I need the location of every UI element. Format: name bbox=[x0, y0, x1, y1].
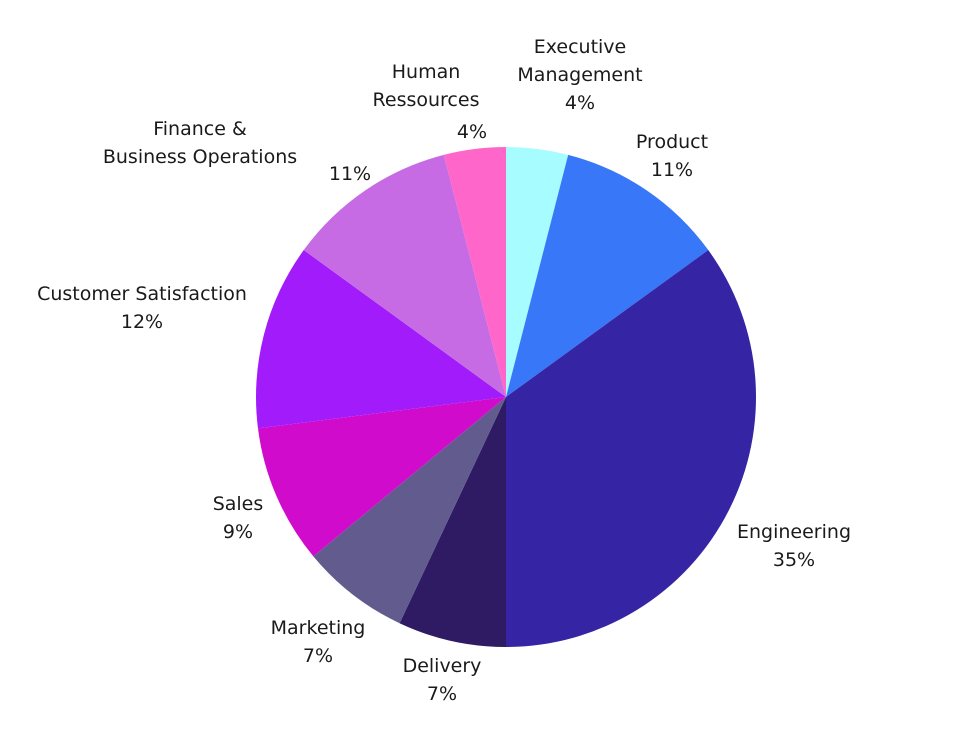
pie-slice bbox=[303, 154, 506, 397]
slice-percent-label: 9% bbox=[223, 521, 253, 543]
pie-slice bbox=[506, 154, 709, 397]
slice-label: Marketing bbox=[271, 617, 366, 639]
pie-slice bbox=[443, 147, 506, 397]
slice-percent-label: 4% bbox=[565, 92, 595, 114]
slice-label-group: Marketing 7% bbox=[271, 617, 366, 667]
slice-label: Management bbox=[517, 64, 642, 86]
slice-percent-label: 4% bbox=[457, 121, 487, 143]
slice-label: Sales bbox=[213, 493, 264, 515]
slice-label: Product bbox=[636, 131, 708, 153]
slice-percent-label: 7% bbox=[427, 683, 457, 705]
slice-percent-label: 12% bbox=[121, 311, 163, 333]
slice-percent-label: 7% bbox=[303, 645, 333, 667]
labels-layer: Executive Management 4% Product 11% Engineeri… bbox=[37, 36, 851, 705]
pie-slice bbox=[255, 250, 506, 429]
slice-label: Business Operations bbox=[103, 146, 297, 168]
pie-slice bbox=[313, 397, 506, 624]
slice-label-group: Engineering 35% bbox=[737, 521, 851, 571]
slice-label: Human bbox=[392, 61, 461, 83]
slice-label-group: Human Ressources 4% bbox=[373, 61, 488, 143]
pie-slice bbox=[257, 397, 506, 557]
slice-label: Delivery bbox=[403, 655, 482, 677]
slice-percent-label: 11% bbox=[651, 159, 693, 181]
slice-label-group: Sales 9% bbox=[213, 493, 264, 543]
slice-label: Engineering bbox=[737, 521, 851, 543]
slice-label-group: Product 11% bbox=[636, 131, 708, 181]
pie-slice bbox=[399, 397, 506, 647]
pie-slice bbox=[506, 147, 569, 397]
pie-slice bbox=[506, 250, 756, 648]
slice-percent-label: 11% bbox=[329, 163, 371, 185]
slice-label-group: Finance & Business Operations 11% bbox=[103, 118, 371, 185]
slice-label: Finance & bbox=[153, 118, 247, 140]
slice-label: Executive bbox=[534, 36, 627, 58]
slice-label-group: Customer Satisfaction 12% bbox=[37, 283, 247, 333]
slice-label-group: Executive Management 4% bbox=[517, 36, 642, 114]
slice-label-group: Delivery 7% bbox=[403, 655, 482, 705]
slices-layer bbox=[255, 147, 756, 648]
slice-label: Customer Satisfaction bbox=[37, 283, 247, 305]
slice-percent-label: 35% bbox=[773, 549, 815, 571]
slice-label: Ressources bbox=[373, 89, 480, 111]
